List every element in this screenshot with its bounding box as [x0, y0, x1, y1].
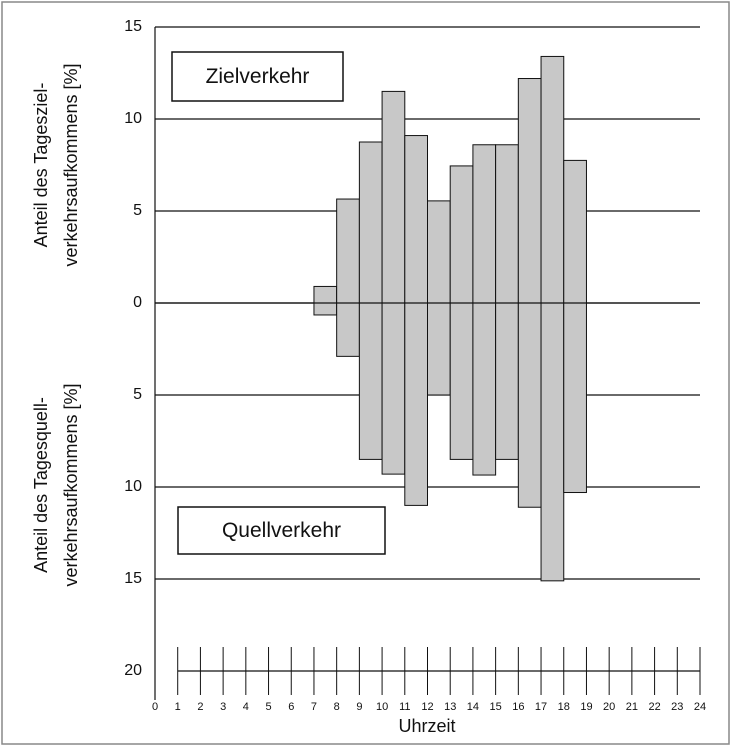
y-tick-label: 10	[124, 478, 142, 495]
y-label-bottom: Anteil des Tagesquell- verkehrsaufkommen…	[31, 383, 81, 586]
bar	[381, 302, 406, 475]
y-label-line: verkehrsaufkommens [%]	[61, 383, 81, 586]
bar	[495, 144, 519, 304]
bar	[472, 302, 497, 476]
bar	[563, 159, 587, 304]
x-tick-label: 22	[648, 701, 660, 713]
x-tick-label: 6	[288, 701, 294, 713]
y-tick-label: 5	[133, 202, 142, 219]
bar	[517, 302, 542, 508]
bar	[404, 302, 428, 506]
legend-item: Quellverkehr	[177, 506, 386, 555]
legend-label: Zielverkehr	[206, 65, 310, 88]
y-tick-label: 10	[124, 110, 142, 127]
x-tick-label: 5	[265, 701, 271, 713]
y-label-top: Anteil des Tagesziel- verkehrsaufkommens…	[31, 63, 81, 266]
bar	[495, 302, 519, 460]
x-tick-label: 10	[376, 701, 388, 713]
x-tick-label: 20	[603, 701, 615, 713]
x-tick-label: 16	[512, 701, 524, 713]
x-tick-label: 14	[467, 701, 479, 713]
x-tick-label: 18	[558, 701, 570, 713]
bar	[313, 302, 338, 316]
bar	[427, 200, 451, 304]
x-tick-label: 4	[243, 701, 249, 713]
x-tick-label: 13	[444, 701, 456, 713]
bar	[404, 135, 428, 304]
x-tick-label: 9	[356, 701, 362, 713]
y-tick-label: 0	[133, 294, 142, 311]
legend-box	[177, 506, 386, 555]
x-tick-label: 12	[421, 701, 433, 713]
bar	[540, 302, 565, 582]
x-tick-label: 19	[580, 701, 592, 713]
x-tick-label: 2	[197, 701, 203, 713]
x-tick-label: 24	[694, 701, 706, 713]
bar	[472, 144, 497, 304]
bar	[358, 302, 383, 460]
y-tick-label: 5	[133, 386, 142, 403]
x-tick-label: 11	[399, 701, 410, 713]
y-label-line: verkehrsaufkommens [%]	[61, 63, 81, 266]
y-tick-label: 15	[124, 18, 142, 35]
y-label-line: Anteil des Tagesquell-	[31, 397, 51, 573]
bar	[540, 55, 565, 304]
bar	[336, 302, 360, 357]
x-tick-label: 0	[152, 701, 158, 713]
y-tick-label: 15	[124, 570, 142, 587]
x-tick-label: 17	[535, 701, 547, 713]
y-tick-label: 20	[124, 662, 142, 679]
x-tick-label: 8	[334, 701, 340, 713]
y-label-line: Anteil des Tagesziel-	[31, 83, 51, 248]
legend-item: Zielverkehr	[171, 51, 344, 102]
x-tick-label: 15	[490, 701, 502, 713]
bar	[563, 302, 587, 494]
x-tick-label: 23	[671, 701, 683, 713]
bar	[449, 302, 474, 460]
bar	[358, 141, 383, 304]
bar	[517, 78, 542, 304]
legend-box	[171, 51, 344, 102]
x-label: Uhrzeit	[398, 716, 455, 736]
x-tick-label: 3	[220, 701, 226, 713]
bar	[449, 165, 474, 304]
bar	[427, 302, 451, 396]
legend-label: Quellverkehr	[222, 519, 341, 542]
bar	[381, 90, 406, 304]
x-tick-label: 21	[626, 701, 638, 713]
x-tick-label: 1	[175, 701, 181, 713]
bar	[336, 198, 360, 304]
x-tick-label: 7	[311, 701, 317, 713]
bar	[313, 285, 338, 304]
